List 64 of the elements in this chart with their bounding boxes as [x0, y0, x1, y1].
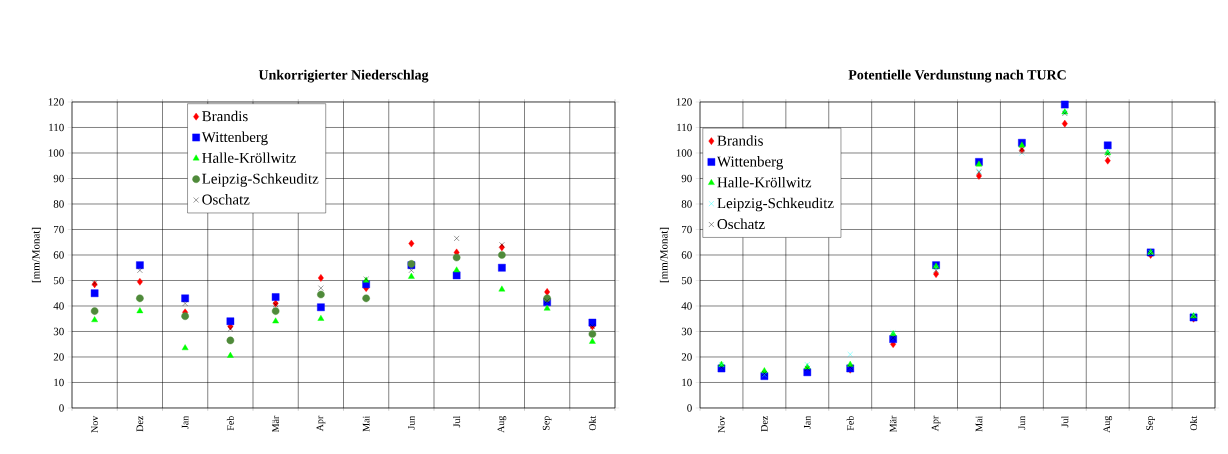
y-tick-label: 20 [53, 353, 64, 361]
x-tick-label: Feb [846, 416, 854, 431]
x-tick-label: Nov [718, 415, 725, 433]
y-tick-label: 50 [681, 276, 692, 285]
y-tick-label: 80 [681, 200, 692, 208]
x-tick-label: Okt [588, 415, 596, 431]
x-tick-label: Dez [136, 416, 144, 432]
x-tick-label: Sep [1146, 416, 1155, 431]
y-tick-label: 20 [681, 353, 692, 361]
x-tick-label: Jan [803, 415, 811, 429]
y-tick-label: 100 [676, 149, 692, 157]
y-tick-label: 10 [682, 378, 692, 387]
y-tick-label: 90 [53, 174, 64, 183]
y-tick-label: 30 [681, 327, 692, 336]
legend-label: Oschatz [717, 218, 765, 230]
legend-label: Brandis [717, 135, 763, 146]
y-tick-label: 90 [681, 174, 692, 183]
x-tick-label: Jul [453, 415, 461, 428]
legend-label: Halle-Kröllwitz [717, 176, 812, 188]
y-tick-label: 80 [53, 200, 64, 208]
y-tick-label: 60 [681, 251, 692, 259]
x-tick-label: Mai [975, 415, 983, 432]
x-tick-label: Jul [1061, 415, 1069, 428]
chart-title: Potentielle Verdunstung nach TURC [848, 69, 1066, 83]
y-axis-title: [mm/Monat] [31, 227, 41, 283]
legend-label: Leipzig-Schkeuditz [717, 197, 834, 212]
y-tick-label: 110 [677, 123, 692, 132]
y-tick-label: 110 [49, 123, 64, 132]
y-axis-title: [mm/Monat] [659, 227, 669, 283]
x-tick-label: Mär [272, 415, 279, 433]
y-tick-label: 70 [54, 225, 64, 234]
chart-title: Unkorrigierter Niederschlag [258, 69, 429, 83]
x-tick-label: Okt [1190, 415, 1198, 431]
y-tick-label: 60 [53, 251, 64, 259]
x-tick-label: Aug [1103, 415, 1113, 433]
y-tick-label: 100 [48, 149, 64, 157]
legend-label: Oschatz [202, 194, 250, 205]
x-tick-label: Dez [761, 416, 768, 432]
x-tick-label: Feb [226, 416, 234, 431]
legend-label: Wittenberg [201, 131, 268, 146]
y-tick-label: 40 [53, 302, 64, 310]
x-tick-label: Nov [91, 415, 98, 433]
x-tick-label: Mär [889, 415, 897, 433]
x-tick-label: Apr [316, 415, 326, 432]
x-tick-label: Jun [408, 415, 415, 430]
legend-label: Leipzig-Schkeuditz [202, 173, 319, 187]
legend-label: Wittenberg [716, 156, 784, 170]
y-tick-label: 120 [48, 98, 64, 106]
x-tick-label: Mai [362, 415, 370, 432]
y-tick-label: 70 [682, 225, 692, 234]
y-tick-label: 30 [53, 327, 64, 336]
x-tick-label: Apr [931, 415, 941, 432]
y-tick-label: 120 [676, 98, 692, 106]
legend-label: Halle-Kröllwitz [202, 152, 296, 163]
x-tick-label: Sep [542, 416, 552, 431]
y-tick-label: 50 [53, 276, 64, 285]
x-tick-label: Jun [1018, 415, 1026, 430]
y-tick-label: 40 [681, 302, 692, 310]
y-tick-label: 0 [687, 404, 692, 412]
legend-label: Brandis [202, 110, 248, 122]
y-tick-label: 10 [54, 378, 64, 387]
x-tick-label: Jan [181, 415, 189, 429]
y-tick-label: 0 [59, 404, 64, 412]
x-tick-label: Aug [497, 415, 507, 433]
